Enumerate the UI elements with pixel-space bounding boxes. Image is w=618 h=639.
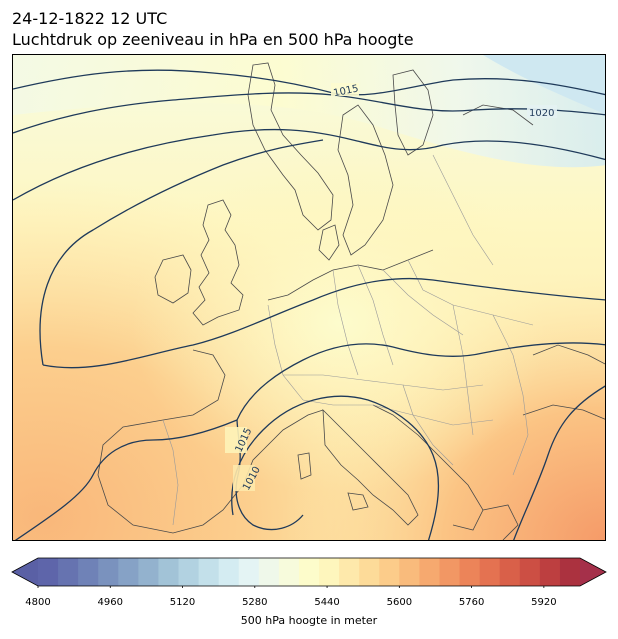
colorbar-segment <box>298 558 320 586</box>
colorbar <box>10 556 608 592</box>
isobar-north-2 <box>13 128 605 201</box>
north-continental-coast <box>267 249 434 301</box>
colorbar-segment <box>439 558 461 586</box>
greece-coast <box>482 504 519 540</box>
coastlines <box>97 62 605 540</box>
isobar-1015-continental <box>42 277 605 369</box>
sardinia-coast <box>297 452 312 480</box>
national-borders <box>162 154 534 526</box>
great-britain-coast <box>192 199 244 326</box>
colorbar-segment <box>339 558 360 586</box>
isobar-label-1015-north: 1015 <box>332 83 359 99</box>
ireland-coast <box>154 254 192 304</box>
colorbar-segment <box>319 558 340 586</box>
height-field-north <box>13 55 605 168</box>
colorbar-segment <box>158 558 180 586</box>
colorbar-segment <box>499 558 521 586</box>
colorbar-segment <box>198 558 220 586</box>
colorbar-segment <box>399 558 420 586</box>
colorbar-tick-label: 5600 <box>386 597 413 608</box>
colorbar-segment <box>238 558 260 586</box>
colorbar-tick-label: 5920 <box>531 597 557 608</box>
colorbar-tick-label: 4800 <box>25 597 51 608</box>
colorbar-segment <box>138 558 159 586</box>
colorbar-segment <box>559 558 581 586</box>
colorbar-canvas <box>11 557 607 589</box>
colorbar-segment <box>278 558 300 586</box>
colorbar-tick-label: 5760 <box>458 597 485 608</box>
colorbar-tick-label: 5280 <box>242 597 268 608</box>
map-canvas: 1015 1020 1015 1010 <box>13 55 605 540</box>
colorbar-segment <box>78 558 99 586</box>
colorbar-tick-label: 4960 <box>97 597 123 608</box>
colorbar-segment <box>38 558 59 586</box>
colorbar-tick-label: 5120 <box>169 597 196 608</box>
colorbar-segment <box>218 558 240 586</box>
colorbar-extend-under <box>12 558 38 586</box>
colorbar-segment <box>379 558 400 586</box>
sicily-coast <box>347 492 369 511</box>
colorbar-segment <box>178 558 200 586</box>
balkan-coast <box>372 404 484 531</box>
black-sea-north-coast <box>532 344 605 365</box>
colorbar-segment <box>359 558 380 586</box>
colorbar-segment <box>258 558 280 586</box>
colorbar-segment <box>419 558 440 586</box>
denmark-coast <box>318 224 340 261</box>
height-field-northeast-low <box>483 55 605 115</box>
map-title-datetime: 24-12-1822 12 UTC <box>12 9 168 28</box>
isobar-1015-south <box>236 342 605 421</box>
isobar-label-1020: 1020 <box>529 108 554 119</box>
italy-coast <box>322 408 419 526</box>
france-iberia-coast <box>97 349 324 534</box>
isobar-1015-southwest <box>14 419 238 540</box>
isobar-atlantic-high <box>39 139 324 366</box>
colorbar-segment <box>479 558 501 586</box>
weather-map: 1015 1020 1015 1010 <box>12 54 606 541</box>
colorbar-segment <box>118 558 139 586</box>
colorbar-segment <box>539 558 561 586</box>
black-sea-south-coast <box>522 404 605 420</box>
finland-coast <box>392 69 434 156</box>
colorbar-segment <box>58 558 79 586</box>
norway-coast <box>247 62 334 231</box>
colorbar-segment <box>519 558 541 586</box>
colorbar-segment <box>98 558 119 586</box>
colorbar-label: 500 hPa hoogte in meter <box>240 614 378 627</box>
isobar-east <box>513 385 605 540</box>
map-title-subtitle: Luchtdruk op zeeniveau in hPa en 500 hPa… <box>12 30 414 49</box>
sweden-coast <box>337 104 394 256</box>
colorbar-extend-over <box>580 558 606 586</box>
colorbar-segment <box>459 558 481 586</box>
colorbar-tick-label: 5440 <box>314 597 340 608</box>
